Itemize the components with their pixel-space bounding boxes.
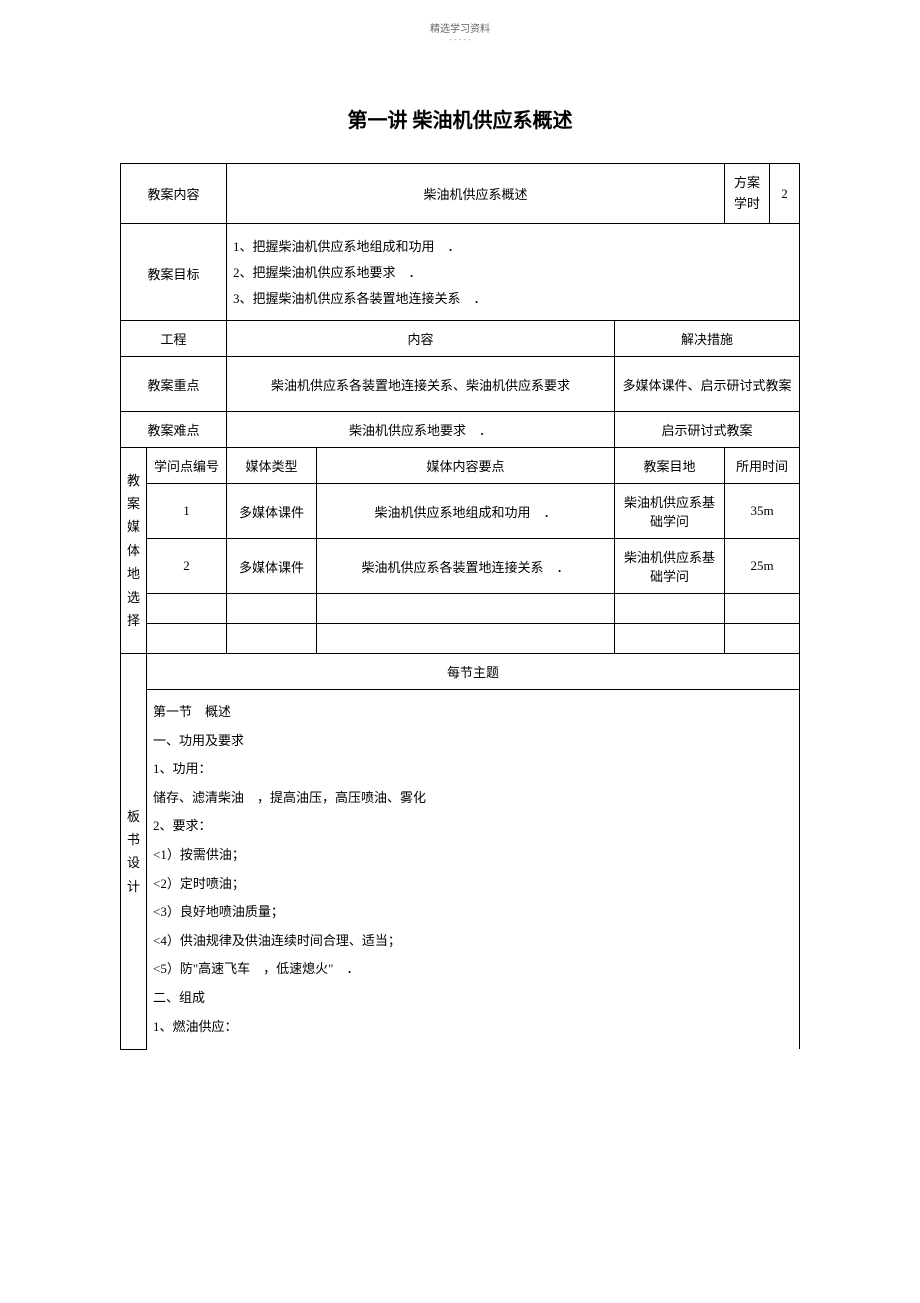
media-row-1: 1 多媒体课件 柴油机供应系地组成和功用 ． 柴油机供应系基础学问 35m (121, 484, 800, 539)
media-empty-row-1 (121, 594, 800, 624)
media-header-points: 媒体内容要点 (317, 448, 615, 484)
media-header-time: 所用时间 (725, 448, 800, 484)
media-vertical-label: 教案媒体地选择 (121, 448, 147, 654)
key-solution: 多媒体课件、启示研讨式教案 (615, 357, 800, 412)
board-content: 第一节 概述 一、功用及要求 1、功用： 储存、滤清柴油 ，提高油压，高压喷油、… (147, 690, 800, 1050)
topic-header: 每节主题 (147, 654, 800, 690)
plan-value: 2 (770, 164, 800, 224)
board-line-9: <5）防"高速飞车 ，低速熄火" ． (153, 955, 793, 984)
hard-label: 教案难点 (121, 412, 227, 448)
board-line-2: 1、功用： (153, 755, 793, 784)
board-line-0: 第一节 概述 (153, 698, 793, 727)
board-line-6: <2）定时喷油； (153, 870, 793, 899)
document-title: 第一讲 柴油机供应系概述 (0, 104, 920, 133)
media-empty-row-2 (121, 624, 800, 654)
page-header-line2: - - - - - (0, 35, 920, 44)
project-solution: 解决措施 (615, 321, 800, 357)
media-header-type: 媒体类型 (227, 448, 317, 484)
board-line-5: <1）按需供油； (153, 841, 793, 870)
goal-line1: 1、把握柴油机供应系地组成和功用 ． (233, 234, 793, 260)
topic-header-row: 板书设计 每节主题 (121, 654, 800, 690)
content-label: 教案内容 (121, 164, 227, 224)
media-points-1: 柴油机供应系地组成和功用 ． (317, 484, 615, 539)
content-main: 柴油机供应系概述 (227, 164, 725, 224)
board-line-10: 二、组成 (153, 984, 793, 1013)
board-vertical-label: 板书设计 (121, 654, 147, 1050)
goal-line2: 2、把握柴油机供应系地要求 ． (233, 260, 793, 286)
project-header-row: 工程 内容 解决措施 (121, 321, 800, 357)
content-row: 教案内容 柴油机供应系概述 方案学时 2 (121, 164, 800, 224)
board-line-7: <3）良好地喷油质量； (153, 898, 793, 927)
media-time-1: 35m (725, 484, 800, 539)
media-header-row: 教案媒体地选择 学问点编号 媒体类型 媒体内容要点 教案目地 所用时间 (121, 448, 800, 484)
media-header-purpose: 教案目地 (615, 448, 725, 484)
media-type-2: 多媒体课件 (227, 539, 317, 594)
goal-row: 教案目标 1、把握柴油机供应系地组成和功用 ． 2、把握柴油机供应系地要求 ． … (121, 224, 800, 321)
board-line-4: 2、要求： (153, 812, 793, 841)
media-points-2: 柴油机供应系各装置地连接关系 ． (317, 539, 615, 594)
hard-row: 教案难点 柴油机供应系地要求 ． 启示研讨式教案 (121, 412, 800, 448)
board-line-11: 1、燃油供应： (153, 1013, 793, 1042)
goal-label: 教案目标 (121, 224, 227, 321)
media-type-1: 多媒体课件 (227, 484, 317, 539)
hard-content: 柴油机供应系地要求 ． (227, 412, 615, 448)
key-content: 柴油机供应系各装置地连接关系、柴油机供应系要求 (227, 357, 615, 412)
goal-line3: 3、把握柴油机供应系各装置地连接关系 ． (233, 286, 793, 312)
board-line-3: 储存、滤清柴油 ，提高油压，高压喷油、雾化 (153, 784, 793, 813)
page-header-line1: 精选学习资料 (0, 20, 920, 35)
media-row-2: 2 多媒体课件 柴油机供应系各装置地连接关系 ． 柴油机供应系基础学问 25m (121, 539, 800, 594)
board-content-row: 第一节 概述 一、功用及要求 1、功用： 储存、滤清柴油 ，提高油压，高压喷油、… (121, 690, 800, 1050)
lesson-plan-table: 教案内容 柴油机供应系概述 方案学时 2 教案目标 1、把握柴油机供应系地组成和… (120, 163, 800, 1050)
media-id-2: 2 (147, 539, 227, 594)
project-content: 内容 (227, 321, 615, 357)
hard-solution: 启示研讨式教案 (615, 412, 800, 448)
board-line-8: <4）供油规律及供油连续时间合理、适当； (153, 927, 793, 956)
goal-content: 1、把握柴油机供应系地组成和功用 ． 2、把握柴油机供应系地要求 ． 3、把握柴… (227, 224, 800, 321)
media-time-2: 25m (725, 539, 800, 594)
board-line-1: 一、功用及要求 (153, 727, 793, 756)
project-label: 工程 (121, 321, 227, 357)
plan-label: 方案学时 (725, 164, 770, 224)
key-row: 教案重点 柴油机供应系各装置地连接关系、柴油机供应系要求 多媒体课件、启示研讨式… (121, 357, 800, 412)
media-id-1: 1 (147, 484, 227, 539)
media-purpose-2: 柴油机供应系基础学问 (615, 539, 725, 594)
key-label: 教案重点 (121, 357, 227, 412)
media-header-id: 学问点编号 (147, 448, 227, 484)
media-purpose-1: 柴油机供应系基础学问 (615, 484, 725, 539)
